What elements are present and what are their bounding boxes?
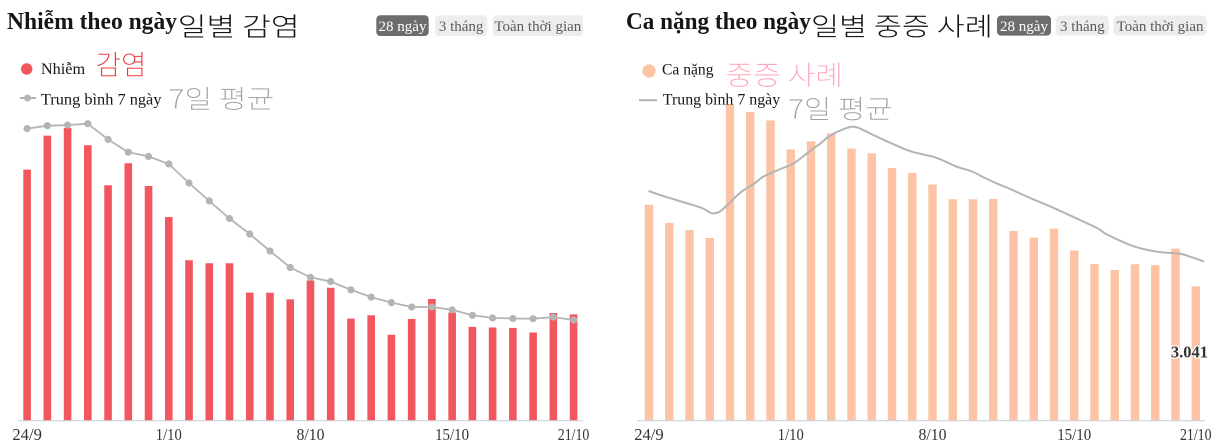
- svg-text:28 ngày: 28 ngày: [379, 19, 427, 35]
- svg-text:3 tháng: 3 tháng: [1060, 19, 1105, 35]
- svg-text:Toàn thời gian: Toàn thời gian: [1117, 19, 1204, 35]
- svg-text:24/9: 24/9: [12, 425, 42, 444]
- svg-text:Toàn thời gian: Toàn thời gian: [494, 19, 581, 35]
- svg-text:3 tháng: 3 tháng: [439, 19, 484, 35]
- svg-text:8/10: 8/10: [919, 425, 947, 444]
- svg-text:15/10: 15/10: [435, 425, 469, 444]
- svg-text:Nhiễm theo ngày: Nhiễm theo ngày: [7, 9, 177, 35]
- svg-text:28 ngày: 28 ngày: [1000, 19, 1048, 35]
- svg-text:Trung bình 7 ngày: Trung bình 7 ngày: [663, 91, 780, 108]
- svg-text:8/10: 8/10: [297, 425, 325, 444]
- svg-text:Ca nặng theo ngày: Ca nặng theo ngày: [626, 9, 811, 35]
- svg-text:15/10: 15/10: [1057, 425, 1091, 444]
- svg-text:1/10: 1/10: [156, 425, 182, 444]
- svg-text:3.041: 3.041: [1171, 343, 1208, 362]
- svg-text:Nhiễm: Nhiễm: [41, 61, 86, 78]
- svg-text:1/10: 1/10: [778, 425, 804, 444]
- svg-text:21/10: 21/10: [558, 425, 590, 444]
- svg-text:Ca nặng: Ca nặng: [662, 62, 714, 79]
- svg-text:21/10: 21/10: [1180, 425, 1212, 444]
- svg-text:Trung bình 7 ngày: Trung bình 7 ngày: [41, 92, 162, 109]
- svg-text:24/9: 24/9: [634, 425, 664, 444]
